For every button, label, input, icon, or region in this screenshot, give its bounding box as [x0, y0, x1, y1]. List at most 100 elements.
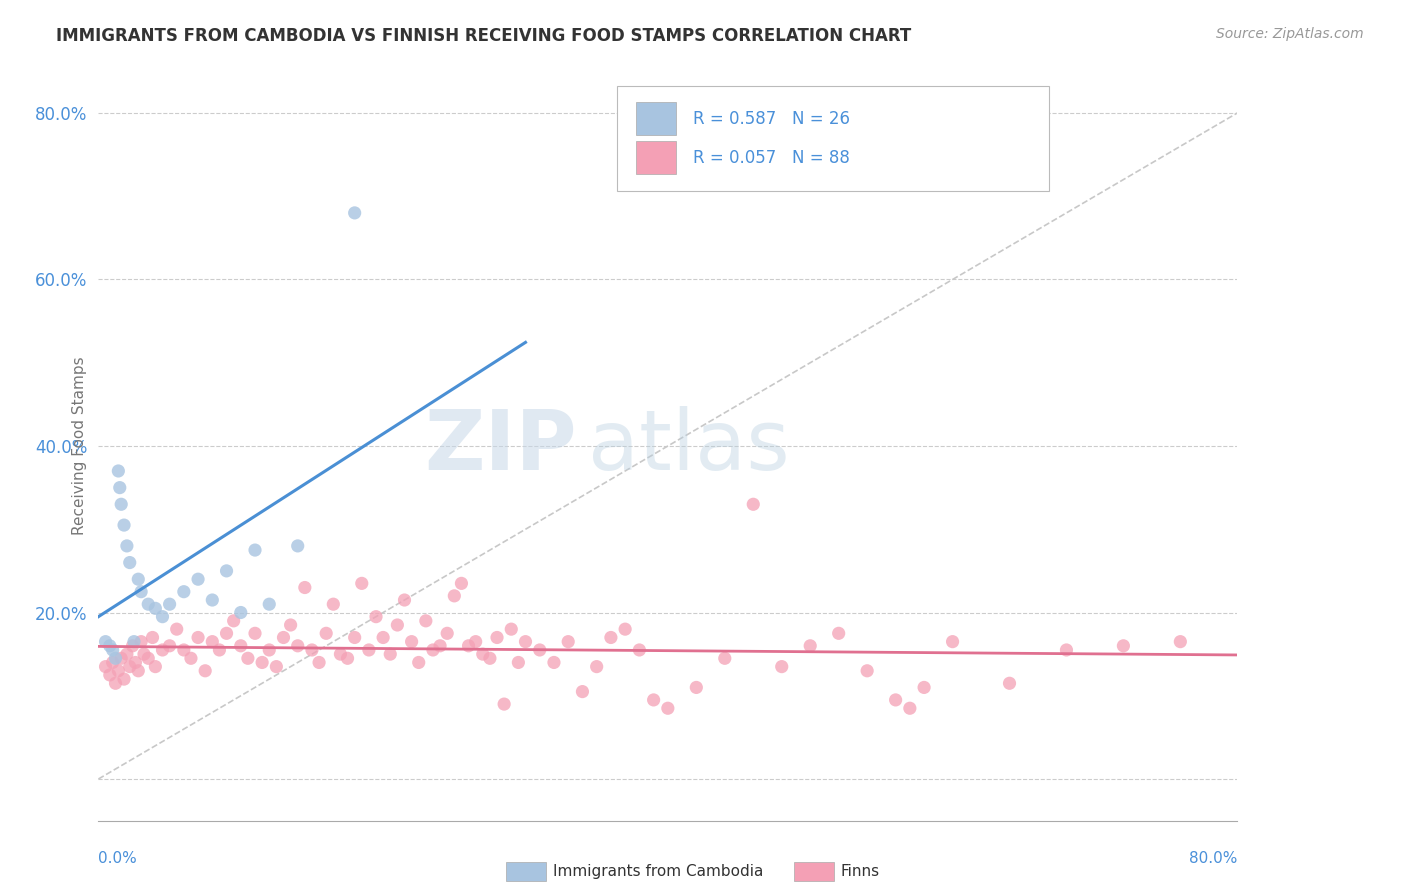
Point: [259, 643, 281, 657]
Point: [643, 693, 665, 707]
Point: [166, 622, 188, 636]
Text: R = 0.057   N = 88: R = 0.057 N = 88: [693, 149, 849, 167]
Point: [159, 639, 181, 653]
Point: [127, 664, 149, 678]
Point: [180, 651, 202, 665]
Point: [129, 584, 152, 599]
Point: [115, 539, 138, 553]
Point: [322, 597, 344, 611]
Point: [115, 647, 138, 661]
Point: [94, 659, 117, 673]
Point: [107, 664, 129, 678]
Point: [124, 656, 146, 670]
Point: [471, 647, 494, 661]
Point: [436, 626, 458, 640]
Point: [371, 631, 394, 645]
Y-axis label: Receiving Food Stamps: Receiving Food Stamps: [72, 357, 87, 535]
Bar: [636, 141, 676, 175]
Point: [118, 556, 141, 570]
Point: [357, 643, 380, 657]
Point: [110, 651, 132, 665]
Point: [104, 651, 127, 665]
Text: Source: ZipAtlas.com: Source: ZipAtlas.com: [1216, 27, 1364, 41]
Text: Finns: Finns: [841, 864, 880, 879]
Point: [229, 606, 252, 620]
Point: [657, 701, 679, 715]
Point: [222, 614, 245, 628]
Point: [486, 631, 509, 645]
Point: [173, 584, 195, 599]
Point: [104, 676, 127, 690]
Point: [194, 664, 217, 678]
Point: [94, 634, 117, 648]
Text: 0.0%: 0.0%: [98, 851, 138, 865]
Point: [229, 639, 252, 653]
Point: [243, 543, 266, 558]
Point: [215, 626, 238, 640]
Point: [208, 643, 231, 657]
Point: [828, 626, 851, 640]
Point: [343, 631, 366, 645]
Point: [152, 643, 174, 657]
Point: [942, 634, 965, 648]
Point: [856, 664, 879, 678]
Bar: [636, 102, 676, 136]
Point: [394, 593, 416, 607]
Point: [215, 564, 238, 578]
Point: [152, 609, 174, 624]
Point: [1112, 639, 1135, 653]
Point: [557, 634, 579, 648]
Point: [315, 626, 337, 640]
Point: [799, 639, 821, 653]
Point: [478, 651, 501, 665]
Point: [159, 597, 181, 611]
Point: [515, 634, 537, 648]
Point: [287, 539, 309, 553]
Point: [912, 681, 935, 695]
Text: IMMIGRANTS FROM CAMBODIA VS FINNISH RECEIVING FOOD STAMPS CORRELATION CHART: IMMIGRANTS FROM CAMBODIA VS FINNISH RECE…: [56, 27, 911, 45]
Point: [173, 643, 195, 657]
Point: [600, 631, 623, 645]
Point: [187, 631, 209, 645]
FancyBboxPatch shape: [617, 87, 1049, 191]
Point: [884, 693, 907, 707]
Point: [301, 643, 323, 657]
Point: [273, 631, 295, 645]
Point: [501, 622, 523, 636]
Point: [112, 518, 135, 533]
Point: [98, 639, 121, 653]
Point: [266, 659, 288, 673]
Point: [294, 581, 316, 595]
Point: [132, 647, 155, 661]
Text: Immigrants from Cambodia: Immigrants from Cambodia: [553, 864, 763, 879]
Point: [350, 576, 373, 591]
Point: [145, 601, 167, 615]
Point: [464, 634, 486, 648]
Point: [121, 639, 143, 653]
Point: [585, 659, 607, 673]
Point: [201, 634, 224, 648]
Point: [136, 597, 159, 611]
Point: [287, 639, 309, 653]
Point: [685, 681, 707, 695]
Point: [259, 597, 281, 611]
Point: [107, 464, 129, 478]
Point: [364, 609, 387, 624]
Text: 80.0%: 80.0%: [1189, 851, 1237, 865]
Point: [336, 651, 359, 665]
Point: [457, 639, 479, 653]
Point: [308, 656, 330, 670]
Point: [127, 572, 149, 586]
Point: [250, 656, 273, 670]
Point: [494, 697, 516, 711]
Point: [98, 668, 121, 682]
Point: [450, 576, 472, 591]
Point: [415, 614, 437, 628]
Point: [742, 497, 765, 511]
Text: atlas: atlas: [588, 406, 790, 486]
Point: [112, 672, 135, 686]
Point: [343, 206, 366, 220]
Text: ZIP: ZIP: [425, 406, 576, 486]
Point: [387, 618, 409, 632]
Point: [508, 656, 530, 670]
